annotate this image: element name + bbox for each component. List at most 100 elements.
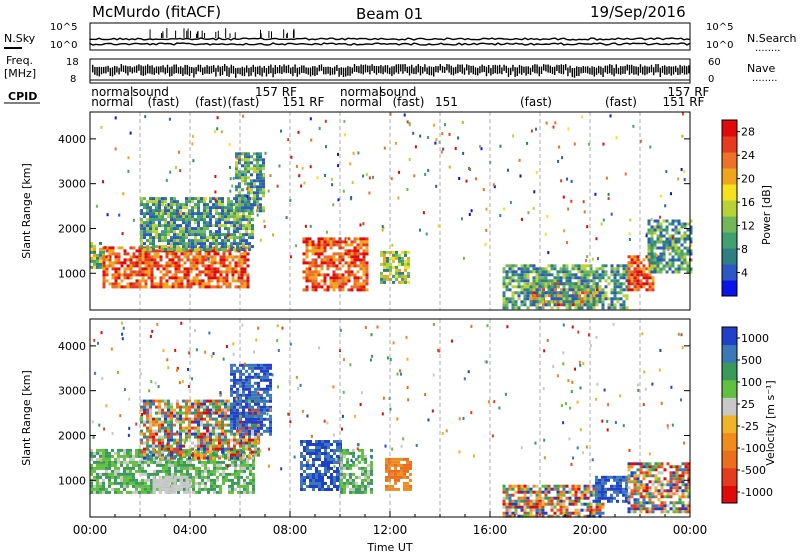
range-gate-cell xyxy=(140,441,143,445)
freq-mark xyxy=(105,66,107,74)
range-gate-cell xyxy=(186,270,190,274)
range-gate-cell xyxy=(547,279,551,283)
range-gate-cell xyxy=(318,476,321,479)
range-gate-cell xyxy=(111,448,114,452)
range-gate-cell xyxy=(200,230,203,234)
range-gate-cell xyxy=(231,484,234,488)
range-gate-cell xyxy=(164,490,168,494)
range-gate-cell xyxy=(224,224,227,228)
range-gate-cell xyxy=(236,438,239,442)
freq-mark xyxy=(503,64,505,71)
scatter-cell xyxy=(114,147,117,151)
range-gate-cell xyxy=(245,441,248,445)
range-gate-cell xyxy=(236,221,239,225)
range-gate-cell xyxy=(174,264,178,268)
range-gate-cell xyxy=(174,463,177,467)
range-gate-cell xyxy=(314,243,318,247)
range-gate-cell xyxy=(212,408,215,412)
freq-mark xyxy=(147,64,149,74)
range-gate-cell xyxy=(188,429,191,433)
range-gate-cell xyxy=(158,426,161,430)
range-gate-cell xyxy=(235,167,238,171)
range-gate-cell xyxy=(613,279,617,283)
scatter-cell xyxy=(444,123,446,127)
range-gate-cell xyxy=(171,264,175,268)
range-gate-cell xyxy=(556,291,560,295)
range-gate-cell xyxy=(260,387,263,391)
range-gate-cell xyxy=(352,490,355,494)
range-gate-cell xyxy=(176,215,179,219)
range-gate-cell xyxy=(185,242,188,246)
freq-mark xyxy=(404,64,406,72)
range-gate-cell xyxy=(176,209,179,213)
range-gate-cell xyxy=(266,417,269,421)
range-gate-cell xyxy=(315,449,318,452)
range-gate-cell xyxy=(671,261,675,265)
range-gate-cell xyxy=(395,253,398,257)
scatter-cell xyxy=(232,176,235,180)
range-gate-cell xyxy=(164,248,167,252)
range-gate-cell xyxy=(305,252,309,256)
freq-mark xyxy=(532,65,534,72)
range-gate-cell xyxy=(144,487,147,491)
colorbar-tick-label: 28 xyxy=(741,126,755,139)
range-gate-cell xyxy=(680,261,684,265)
range-gate-cell xyxy=(254,438,257,442)
range-gate-cell xyxy=(224,206,227,210)
range-gate-cell xyxy=(647,231,651,235)
range-gate-cell xyxy=(167,227,170,231)
freq-mark xyxy=(290,67,292,74)
range-gate-cell xyxy=(194,456,197,460)
range-gate-cell xyxy=(659,246,663,250)
range-gate-cell xyxy=(598,285,602,289)
range-gate-cell xyxy=(176,227,179,231)
range-gate-cell xyxy=(535,273,539,277)
range-gate-cell xyxy=(260,363,263,367)
range-gate-cell xyxy=(132,454,135,458)
range-gate-cell xyxy=(192,267,196,271)
range-gate-cell xyxy=(320,237,324,241)
range-gate-cell xyxy=(99,241,102,245)
range-gate-cell xyxy=(138,463,141,467)
range-gate-cell xyxy=(386,265,389,269)
range-gate-cell xyxy=(212,206,215,210)
range-gate-cell xyxy=(300,440,303,443)
range-gate-cell xyxy=(140,203,143,207)
range-gate-cell xyxy=(185,245,188,249)
range-gate-cell xyxy=(215,408,218,412)
range-gate-cell xyxy=(200,438,203,442)
range-gate-cell xyxy=(165,267,169,271)
freq-mark xyxy=(507,67,510,77)
freq-mark xyxy=(655,64,657,73)
range-gate-cell xyxy=(198,279,202,283)
range-gate-cell xyxy=(238,173,241,177)
range-gate-cell xyxy=(108,490,111,494)
range-gate-cell xyxy=(228,270,232,274)
freq-mark xyxy=(540,66,543,75)
range-gate-cell xyxy=(535,267,539,271)
range-gate-cell xyxy=(213,451,216,455)
range-gate-cell xyxy=(96,448,99,452)
range-gate-cell xyxy=(332,264,336,268)
range-gate-cell xyxy=(269,399,272,403)
range-gate-cell xyxy=(647,249,651,253)
range-gate-cell xyxy=(344,276,348,280)
freq-mark xyxy=(111,67,114,77)
range-gate-cell xyxy=(317,249,321,253)
range-gate-cell xyxy=(324,464,327,467)
range-gate-cell xyxy=(120,264,124,268)
range-gate-cell xyxy=(179,429,182,433)
range-gate-cell xyxy=(659,231,663,235)
range-gate-cell xyxy=(167,221,170,225)
range-gate-cell xyxy=(318,443,321,446)
range-gate-cell xyxy=(367,478,370,482)
range-gate-cell xyxy=(362,240,366,244)
range-gate-cell xyxy=(239,381,242,385)
range-gate-cell xyxy=(227,438,230,442)
range-gate-cell xyxy=(314,270,318,274)
range-gate-cell xyxy=(203,402,206,406)
range-gate-cell xyxy=(227,239,230,243)
range-gate-cell xyxy=(568,300,572,304)
range-gate-cell xyxy=(173,209,176,213)
range-gate-cell xyxy=(152,245,155,249)
